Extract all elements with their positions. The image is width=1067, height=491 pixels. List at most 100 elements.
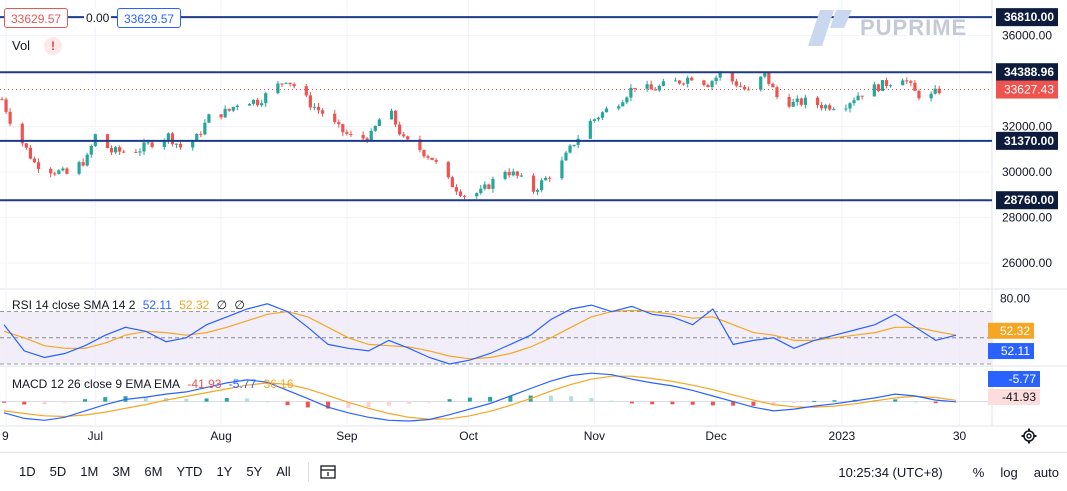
candle	[710, 79, 714, 91]
candle	[548, 176, 552, 183]
candle	[276, 80, 280, 95]
timeframe-button-all[interactable]: All	[276, 464, 291, 479]
rsi-sma-badge-label: 52.32	[1000, 324, 1030, 338]
ohlc-buy-value[interactable]: 33629.57	[117, 8, 182, 28]
candle-body	[917, 90, 921, 99]
rsi-sma-badge	[988, 322, 1034, 339]
macd-histogram-bar	[488, 396, 493, 402]
candle-body	[61, 168, 65, 171]
candle	[828, 103, 832, 112]
macd-histogram-bar	[569, 396, 574, 402]
candle-body	[832, 109, 836, 111]
candle-body	[134, 152, 138, 154]
candle-body	[337, 122, 341, 125]
candle-body	[81, 162, 85, 166]
timeframe-button-3m[interactable]: 3M	[112, 464, 131, 479]
candle-body	[531, 175, 536, 192]
timeframe-button-ytd[interactable]: YTD	[176, 464, 203, 479]
compare-range-icon[interactable]	[319, 463, 337, 481]
candle-body	[304, 86, 308, 96]
macd-histogram-bar	[447, 399, 452, 402]
candle-body	[292, 84, 296, 87]
candle	[653, 86, 657, 91]
level-price-label: 31370.00	[1004, 134, 1054, 148]
candle-body	[929, 93, 933, 99]
log-scale-button[interactable]: log	[1000, 464, 1018, 480]
candle	[134, 148, 138, 154]
candle	[337, 119, 341, 128]
price-tick-label: 28000.00	[1002, 211, 1052, 225]
candle-body	[617, 106, 621, 109]
candle-body	[540, 180, 544, 191]
timeframe-button-5y[interactable]: 5Y	[246, 464, 263, 479]
bottom-toolbar: 1D 5D 1M 3M 6M YTD 1Y 5Y All 10:25:34 (UTC+8) % …	[0, 452, 1067, 491]
candle-body	[791, 101, 795, 107]
macd-histogram-bar	[62, 401, 67, 403]
price-tick-label: 32000.00	[1002, 120, 1052, 134]
macd-histogram-bar	[346, 401, 351, 408]
candle-body	[142, 142, 146, 152]
candle	[686, 75, 690, 88]
candle-body	[803, 97, 807, 105]
candle	[0, 96, 4, 101]
candle	[475, 192, 479, 199]
candle	[434, 158, 438, 165]
macd-histogram-bar	[954, 401, 958, 403]
macd-hist-legend-value: -41.93	[187, 377, 222, 391]
candle-body	[690, 77, 694, 81]
candle	[819, 101, 824, 111]
candle	[848, 102, 852, 113]
timeframe-button-1y[interactable]: 1Y	[216, 464, 233, 479]
timeframe-button-6m[interactable]: 6M	[144, 464, 163, 479]
candle-body	[592, 119, 596, 121]
macd-histogram-bar	[548, 395, 553, 402]
macd-histogram-bar	[407, 401, 412, 404]
candle-body	[852, 100, 856, 104]
candle	[856, 92, 860, 101]
candle-body	[377, 119, 381, 126]
candle	[57, 169, 61, 175]
clock-readout[interactable]: 10:25:34 (UTC+8)	[838, 464, 943, 480]
auto-scale-button[interactable]: auto	[1033, 464, 1059, 480]
candle	[860, 95, 864, 100]
level-price-badge	[996, 8, 1058, 27]
candle	[284, 82, 288, 85]
settings-gear-icon[interactable]	[1021, 428, 1037, 444]
candle-body	[475, 193, 479, 197]
candle	[369, 128, 373, 142]
percent-scale-button[interactable]: %	[972, 464, 985, 480]
macd-histogram-bar	[913, 401, 918, 403]
candle	[515, 170, 519, 179]
candle	[734, 78, 738, 88]
candle-body	[178, 143, 183, 148]
candle	[166, 132, 170, 144]
candle-body	[767, 71, 771, 84]
candle-body	[162, 140, 166, 147]
warning-icon[interactable]: !	[44, 37, 62, 55]
macd-hist-badge-label: -41.93	[1002, 390, 1036, 404]
rsi-legend[interactable]: RSI 14 close SMA 14 2 52.11 52.32 ∅ ∅	[12, 298, 249, 312]
chart-canvas[interactable]: 36000.00 32000.00 30000.00 28000.00 26000.00…	[0, 0, 1067, 452]
candle	[888, 84, 893, 88]
candle	[422, 149, 426, 159]
last-price-badge	[996, 80, 1058, 99]
candle	[235, 104, 239, 111]
candle-body	[312, 106, 317, 108]
candle	[32, 156, 37, 164]
candle	[604, 106, 609, 113]
candle-body	[49, 168, 53, 174]
candle	[174, 143, 179, 149]
timeframe-button-5d[interactable]: 5D	[49, 464, 67, 479]
candle	[884, 77, 889, 89]
candle-body	[905, 80, 909, 82]
volume-label[interactable]: Vol	[12, 38, 31, 53]
timeframe-button-1d[interactable]: 1D	[19, 464, 36, 479]
timeframe-button-1m[interactable]: 1M	[80, 464, 99, 479]
candle-body	[682, 83, 686, 85]
candle-body	[507, 171, 511, 176]
ohlc-sell-value[interactable]: 33629.57	[4, 8, 69, 28]
candle	[207, 113, 211, 123]
time-tick-label: 30	[953, 429, 967, 443]
macd-legend[interactable]: MACD 12 26 close 9 EMA EMA -41.93 -5.77 …	[12, 377, 298, 391]
candle-body	[588, 120, 592, 139]
